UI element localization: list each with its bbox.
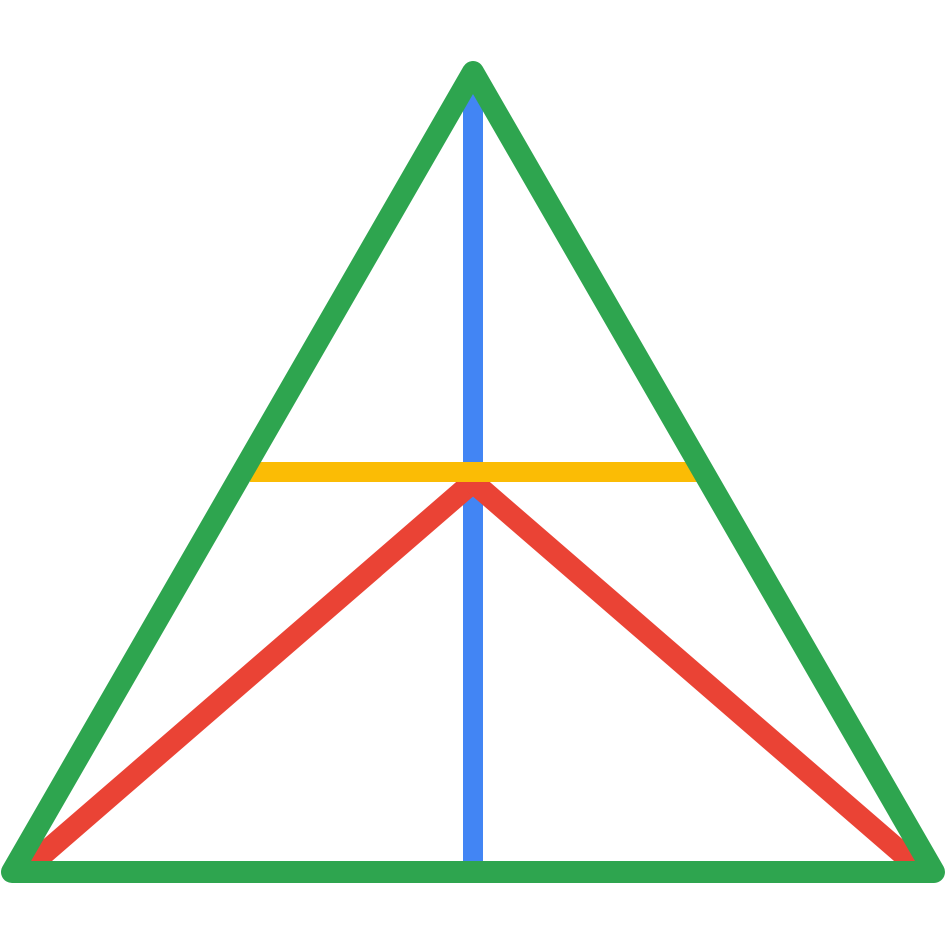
outer-triangle: [1, 61, 945, 883]
inner-right-segment: [462, 471, 923, 873]
inner-left-segment: [23, 471, 484, 873]
